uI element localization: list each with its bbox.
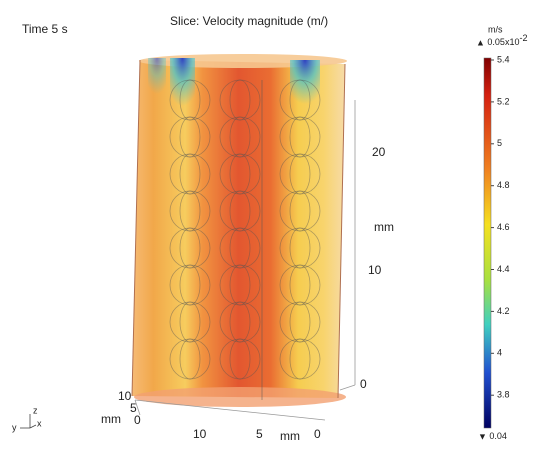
particle [279, 116, 321, 158]
particle-mesh [289, 153, 311, 195]
particle-mesh [179, 338, 201, 380]
particle-mesh [289, 227, 311, 269]
particle [219, 227, 261, 269]
colorbar-tick-label: 4.4 [497, 264, 510, 274]
triad-x: x [37, 418, 42, 428]
particle [279, 153, 321, 195]
time-label: Time 5 s [22, 22, 68, 36]
particle-mesh [229, 264, 251, 306]
particle [219, 338, 261, 380]
colorbar-tick-label: 5 [497, 138, 502, 148]
particle-mesh [179, 264, 201, 306]
colorbar-min-value: 0.04 [489, 431, 507, 441]
particle [279, 190, 321, 232]
particle [279, 227, 321, 269]
particle [169, 264, 211, 306]
particle-mesh [179, 190, 201, 232]
colorbar-exponent: -2 [519, 33, 527, 43]
particle [279, 264, 321, 306]
particle [219, 301, 261, 343]
cylinder [131, 54, 347, 407]
x-tick: 0 [314, 427, 321, 441]
colorbar-tick-label: 4.8 [497, 180, 510, 190]
particle [219, 79, 261, 121]
y-tick: 0 [134, 413, 141, 427]
particle-mesh [289, 264, 311, 306]
particle-mesh [229, 301, 251, 343]
particle [279, 338, 321, 380]
particle [169, 301, 211, 343]
y-tick: 5 [130, 401, 137, 415]
particle [169, 338, 211, 380]
particle-mesh [179, 153, 201, 195]
particle [279, 79, 321, 121]
particle-mesh [229, 153, 251, 195]
particle-mesh [179, 227, 201, 269]
y-tick: 10 [118, 389, 132, 403]
particle-mesh [289, 338, 311, 380]
particle-mesh [179, 79, 201, 121]
particle [279, 301, 321, 343]
colorbar-unit: m/s [488, 24, 503, 34]
axis-triad [20, 414, 37, 429]
colorbar-max-value: 0.05x10 [487, 37, 519, 47]
particle-mesh [229, 227, 251, 269]
x-tick: 10 [193, 427, 207, 441]
particle-mesh [289, 301, 311, 343]
colorbar-tick-label: 5.2 [497, 96, 510, 106]
z-tick: 20 [372, 145, 386, 159]
colorbar-tick-label: 4 [497, 348, 502, 358]
axis-lines [134, 100, 356, 421]
particle-mesh [289, 79, 311, 121]
colorbar [483, 57, 492, 429]
y-unit: mm [101, 412, 121, 426]
x-unit: mm [280, 429, 300, 443]
colorbar-min: ▼ 0.04 [478, 431, 507, 441]
particle [169, 79, 211, 121]
particle-mesh [289, 116, 311, 158]
z-unit: mm [374, 220, 394, 234]
particle-mesh [229, 116, 251, 158]
particle-mesh [179, 116, 201, 158]
x-tick: 5 [256, 427, 263, 441]
particle [169, 116, 211, 158]
particle [219, 153, 261, 195]
particle-mesh [229, 338, 251, 380]
particle-mesh [179, 301, 201, 343]
particle [169, 153, 211, 195]
particle [169, 190, 211, 232]
colorbar-tick-label: 4.6 [497, 222, 510, 232]
particle [169, 227, 211, 269]
z-tick: 0 [360, 377, 367, 391]
particle-mesh [229, 190, 251, 232]
particle [219, 116, 261, 158]
triad-z: z [33, 405, 38, 415]
colorbar-max: ▲ 0.05x10-2 [476, 33, 527, 47]
particle-mesh [289, 190, 311, 232]
colorbar-tick-label: 5.4 [497, 54, 510, 64]
plot-title: Slice: Velocity magnitude (m/) [170, 14, 328, 28]
particle-mesh [229, 79, 251, 121]
particle [219, 190, 261, 232]
particle [219, 264, 261, 306]
colorbar-tick-label: 3.8 [497, 390, 510, 400]
triad-y: y [12, 422, 17, 432]
z-tick: 10 [368, 263, 382, 277]
colorbar-tick-label: 4.2 [497, 306, 510, 316]
